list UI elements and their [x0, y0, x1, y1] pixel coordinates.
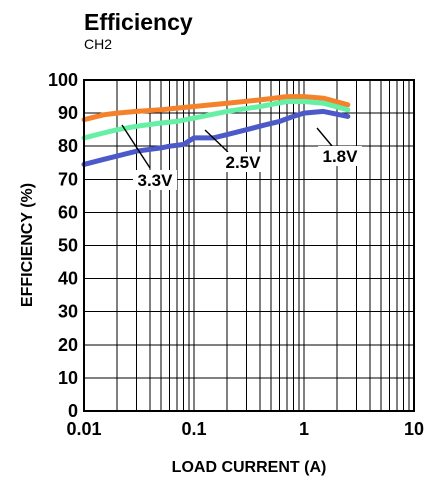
series-line-2-5V — [81, 99, 351, 141]
x-tick-label: 0.1 — [181, 419, 206, 439]
y-tick-label: 20 — [58, 335, 78, 355]
tick-layer: 0 10 20 30 40 50 60 70 80 90 100 0.01 0.1 1 10 — [48, 70, 424, 439]
y-tick-label: 90 — [58, 103, 78, 123]
x-axis-label: LOAD CURRENT (A) — [172, 459, 327, 476]
y-tick-label: 0 — [68, 401, 78, 421]
annotation-leader — [204, 129, 229, 153]
chart-subtitle: CH2 — [84, 36, 112, 52]
plot-frame — [83, 79, 415, 412]
annotation-leader — [316, 127, 333, 147]
chart-title: Efficiency — [84, 9, 193, 35]
annotation-background — [318, 146, 362, 166]
series-layer — [81, 94, 351, 167]
annotation-label: 1.8V — [323, 147, 359, 166]
x-tick-label: 1 — [299, 419, 309, 439]
annotation-layer: 3.3V 2.5V 1.8V — [121, 124, 362, 190]
y-tick-label: 10 — [58, 368, 78, 388]
y-tick-label: 70 — [58, 169, 78, 189]
annotation-background — [221, 152, 265, 172]
y-tick-label: 50 — [58, 236, 78, 256]
y-tick-label: 100 — [48, 70, 78, 90]
y-tick-label: 60 — [58, 202, 78, 222]
annotation-background — [133, 170, 177, 190]
y-tick-label: 40 — [58, 269, 78, 289]
x-tick-label: 0.01 — [66, 419, 101, 439]
annotation-leader — [121, 124, 151, 169]
y-tick-label: 30 — [58, 302, 78, 322]
x-tick-label: 10 — [404, 419, 424, 439]
grid-layer — [84, 80, 414, 411]
series-line-1-8V — [81, 108, 351, 167]
annotation-label: 3.3V — [138, 171, 174, 190]
annotation-label: 2.5V — [226, 153, 262, 172]
y-axis-label: EFFICIENCY (%) — [19, 183, 36, 307]
y-tick-label: 80 — [58, 136, 78, 156]
series-line-3-3V — [81, 94, 351, 123]
